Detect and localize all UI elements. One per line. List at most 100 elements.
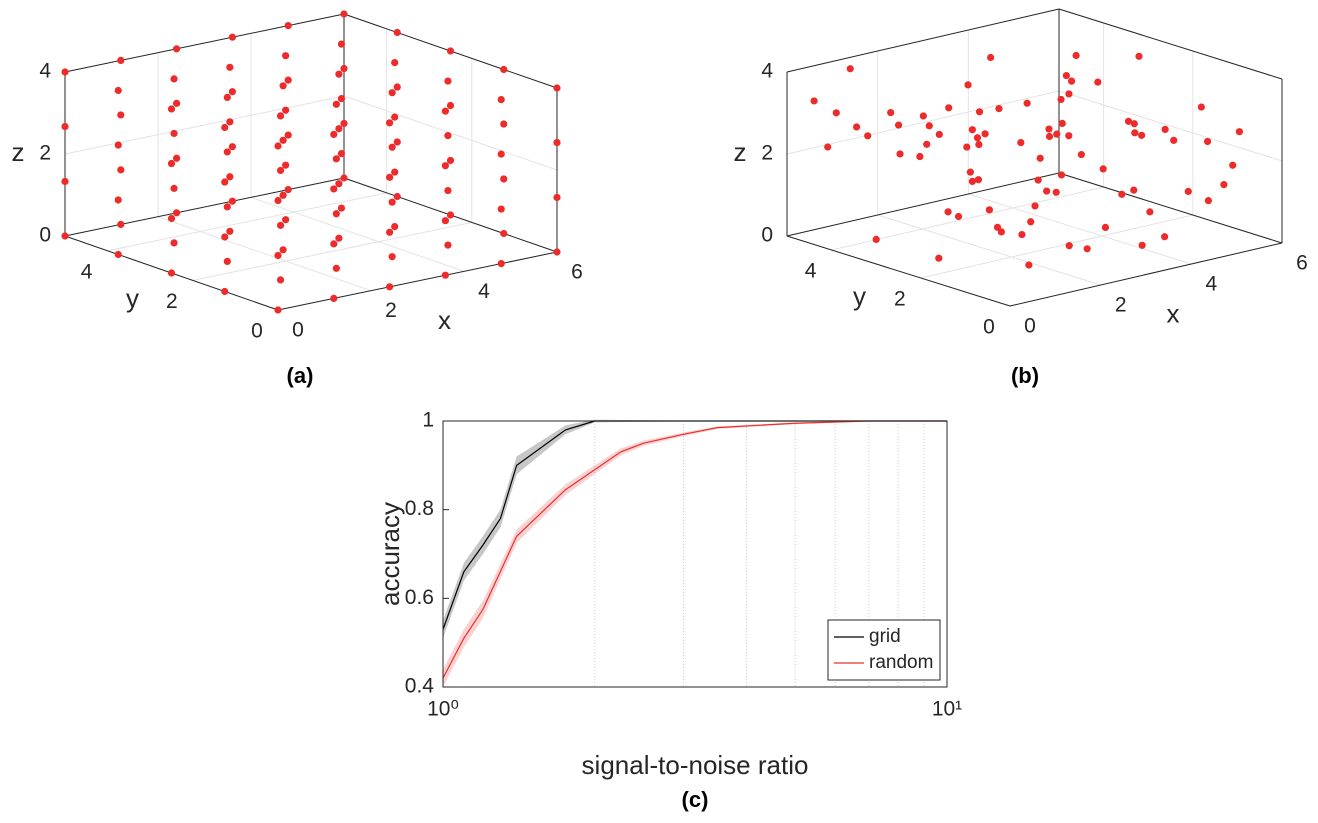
point xyxy=(1067,77,1076,85)
point xyxy=(832,109,840,117)
axis-line xyxy=(786,235,1011,307)
point xyxy=(923,140,931,148)
point xyxy=(887,108,895,117)
point xyxy=(553,248,561,256)
point xyxy=(1065,242,1073,250)
point xyxy=(393,138,401,146)
point xyxy=(853,123,861,131)
y-tick-label: 1 xyxy=(422,409,434,432)
point xyxy=(1031,202,1039,210)
point xyxy=(1017,139,1025,147)
caption: (c) xyxy=(682,787,709,812)
point xyxy=(330,130,338,138)
grid-line xyxy=(157,216,372,292)
point xyxy=(995,105,1003,113)
point xyxy=(226,173,234,181)
point xyxy=(1101,223,1110,231)
point xyxy=(872,235,880,243)
y-axis-label: y xyxy=(126,283,139,313)
axis-line xyxy=(786,172,1060,237)
y-tick-label: 0.6 xyxy=(405,586,434,609)
point xyxy=(441,162,449,170)
point xyxy=(1043,187,1051,195)
point xyxy=(964,81,972,89)
grid-line xyxy=(877,214,1101,286)
point xyxy=(1197,103,1205,111)
y-tick-label: 2 xyxy=(166,290,178,313)
point xyxy=(282,216,290,224)
point xyxy=(276,166,285,175)
point xyxy=(391,59,399,67)
x-tick-label: 6 xyxy=(571,261,583,284)
y-axis-label: accuracy xyxy=(375,502,405,606)
axis-line xyxy=(64,177,345,237)
point xyxy=(446,101,455,110)
point xyxy=(1045,132,1054,141)
point xyxy=(223,148,231,156)
point xyxy=(446,211,455,219)
point xyxy=(279,82,287,90)
point xyxy=(1058,119,1066,127)
grid-line xyxy=(192,221,472,281)
point xyxy=(391,113,399,121)
z-tick-label: 0 xyxy=(39,224,51,247)
point xyxy=(167,105,176,113)
point xyxy=(167,214,176,223)
x-tick-label: 2 xyxy=(385,299,397,322)
point xyxy=(1065,132,1073,140)
grid-line xyxy=(968,193,1192,265)
point xyxy=(1034,176,1042,184)
point xyxy=(61,232,69,240)
point xyxy=(500,120,508,128)
point xyxy=(1094,78,1102,86)
point xyxy=(1018,230,1026,239)
point xyxy=(974,176,983,184)
point xyxy=(284,186,292,194)
point xyxy=(332,155,340,163)
point xyxy=(117,220,125,228)
point xyxy=(1062,71,1070,80)
caption: (b) xyxy=(1011,363,1039,388)
point xyxy=(228,197,236,205)
point xyxy=(335,70,343,78)
point xyxy=(1099,165,1107,173)
point xyxy=(388,253,396,261)
point xyxy=(167,159,176,168)
point xyxy=(173,99,181,107)
point xyxy=(330,294,338,302)
caption: (a) xyxy=(287,363,314,388)
grid-line xyxy=(831,186,1104,251)
point xyxy=(1135,52,1143,60)
point xyxy=(894,121,903,129)
point xyxy=(226,63,234,71)
y-tick-label: 4 xyxy=(805,260,817,283)
point xyxy=(117,56,125,64)
point xyxy=(276,276,285,284)
point xyxy=(1027,218,1035,226)
point xyxy=(1235,128,1243,136)
point xyxy=(391,223,399,231)
point xyxy=(114,196,122,204)
point xyxy=(444,241,452,249)
point xyxy=(824,143,832,151)
axis-line xyxy=(277,251,558,311)
x-axis-label: x xyxy=(1167,298,1180,328)
point xyxy=(388,89,396,97)
grid-line xyxy=(107,192,387,252)
point xyxy=(1170,136,1178,144)
point xyxy=(1118,190,1126,198)
point xyxy=(1072,51,1080,60)
point xyxy=(954,212,963,221)
point xyxy=(1057,95,1065,104)
point xyxy=(221,287,229,296)
point xyxy=(846,65,854,73)
point xyxy=(279,191,287,199)
point xyxy=(968,126,976,134)
point xyxy=(1083,245,1091,253)
point xyxy=(441,217,449,225)
x-tick-label: 4 xyxy=(1205,273,1217,296)
point xyxy=(337,95,346,103)
point xyxy=(114,141,122,149)
point xyxy=(1146,208,1154,216)
point xyxy=(393,83,401,91)
